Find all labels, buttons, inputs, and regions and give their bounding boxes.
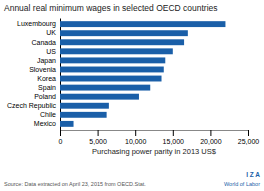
bar: [60, 103, 109, 109]
y-tick-label: Spain: [38, 84, 56, 92]
y-tick-label: Luxembourg: [17, 20, 56, 28]
x-tick-mark: [173, 130, 174, 136]
y-tick: UK: [46, 29, 60, 36]
x-tick-mark: [248, 130, 249, 136]
y-tick-label: UK: [46, 29, 56, 36]
bar: [60, 48, 173, 54]
x-tick-label: 10,000: [125, 138, 147, 145]
source: Source: Data extracted on April 23, 2015…: [4, 181, 146, 187]
y-tick-label: Poland: [34, 93, 56, 100]
x-axis-title: Purchasing power parity in 2013 US$: [92, 147, 217, 156]
x-tick-label: 20,000: [200, 138, 222, 145]
y-tick: US: [46, 48, 60, 55]
logo-text: World of Labor: [224, 181, 260, 187]
bar: [60, 30, 188, 36]
title: Annual real minimum wages in selected OE…: [4, 3, 218, 13]
y-tick: Poland: [34, 93, 60, 100]
bar: [60, 94, 139, 100]
y-tick-label: Mexico: [34, 120, 56, 127]
y-tick-label: Canada: [31, 38, 56, 45]
x-tick-mark: [98, 130, 99, 136]
y-tick-label: Chile: [40, 111, 56, 118]
y-tick-label: Slovenia: [29, 66, 56, 73]
y-tick: Chile: [40, 111, 60, 118]
x-tick: 25,000: [238, 130, 260, 145]
y-tick-label: Japan: [37, 57, 56, 65]
x-tick-label: 15,000: [163, 138, 185, 145]
x-tick-label: 5,000: [89, 138, 107, 145]
x-tick-label: 0: [59, 138, 63, 145]
y-tick: Slovenia: [29, 66, 60, 73]
x-axis: 0 5,000 10,000 15,000 20,000 25,000: [59, 130, 260, 145]
y-tick: Luxembourg: [17, 20, 60, 28]
x-tick: 10,000: [125, 130, 147, 145]
y-tick: Canada: [31, 38, 60, 45]
x-tick-mark: [135, 130, 136, 136]
x-axis-line: [61, 130, 249, 131]
x-tick-label: 25,000: [238, 138, 260, 145]
bar: [60, 112, 107, 118]
y-tick: Spain: [38, 84, 60, 92]
y-tick-label: Czech Republic: [7, 102, 57, 110]
bar: [60, 85, 150, 91]
chart: 0 5,000 10,000 15,000 20,000 25,000 Luxembourg…: [0, 0, 264, 191]
bar: [60, 57, 165, 63]
x-tick-mark: [60, 130, 61, 136]
x-tick: 0: [59, 130, 63, 145]
y-tick: Japan: [37, 57, 60, 65]
y-tick: Korea: [37, 75, 60, 82]
logo-text: I Z A: [246, 171, 260, 178]
x-tick: 20,000: [200, 130, 222, 145]
bar: [60, 121, 74, 127]
x-tick: 15,000: [163, 130, 185, 145]
bar: [60, 39, 184, 45]
y-axis: LuxembourgUK Canada US JapanSlovenia Korea Sp…: [7, 19, 61, 131]
y-tick: Czech Republic: [7, 102, 60, 110]
y-tick: Mexico: [34, 120, 60, 127]
bars: [60, 21, 225, 127]
bar: [60, 67, 164, 73]
x-tick-mark: [210, 130, 211, 136]
x-tick: 5,000: [89, 130, 107, 145]
bar: [60, 76, 162, 82]
bar: [60, 21, 225, 27]
plot: 0 5,000 10,000 15,000 20,000 25,000 Luxembourg…: [7, 19, 259, 145]
y-tick-label: US: [46, 48, 56, 55]
y-tick-label: Korea: [37, 75, 56, 82]
